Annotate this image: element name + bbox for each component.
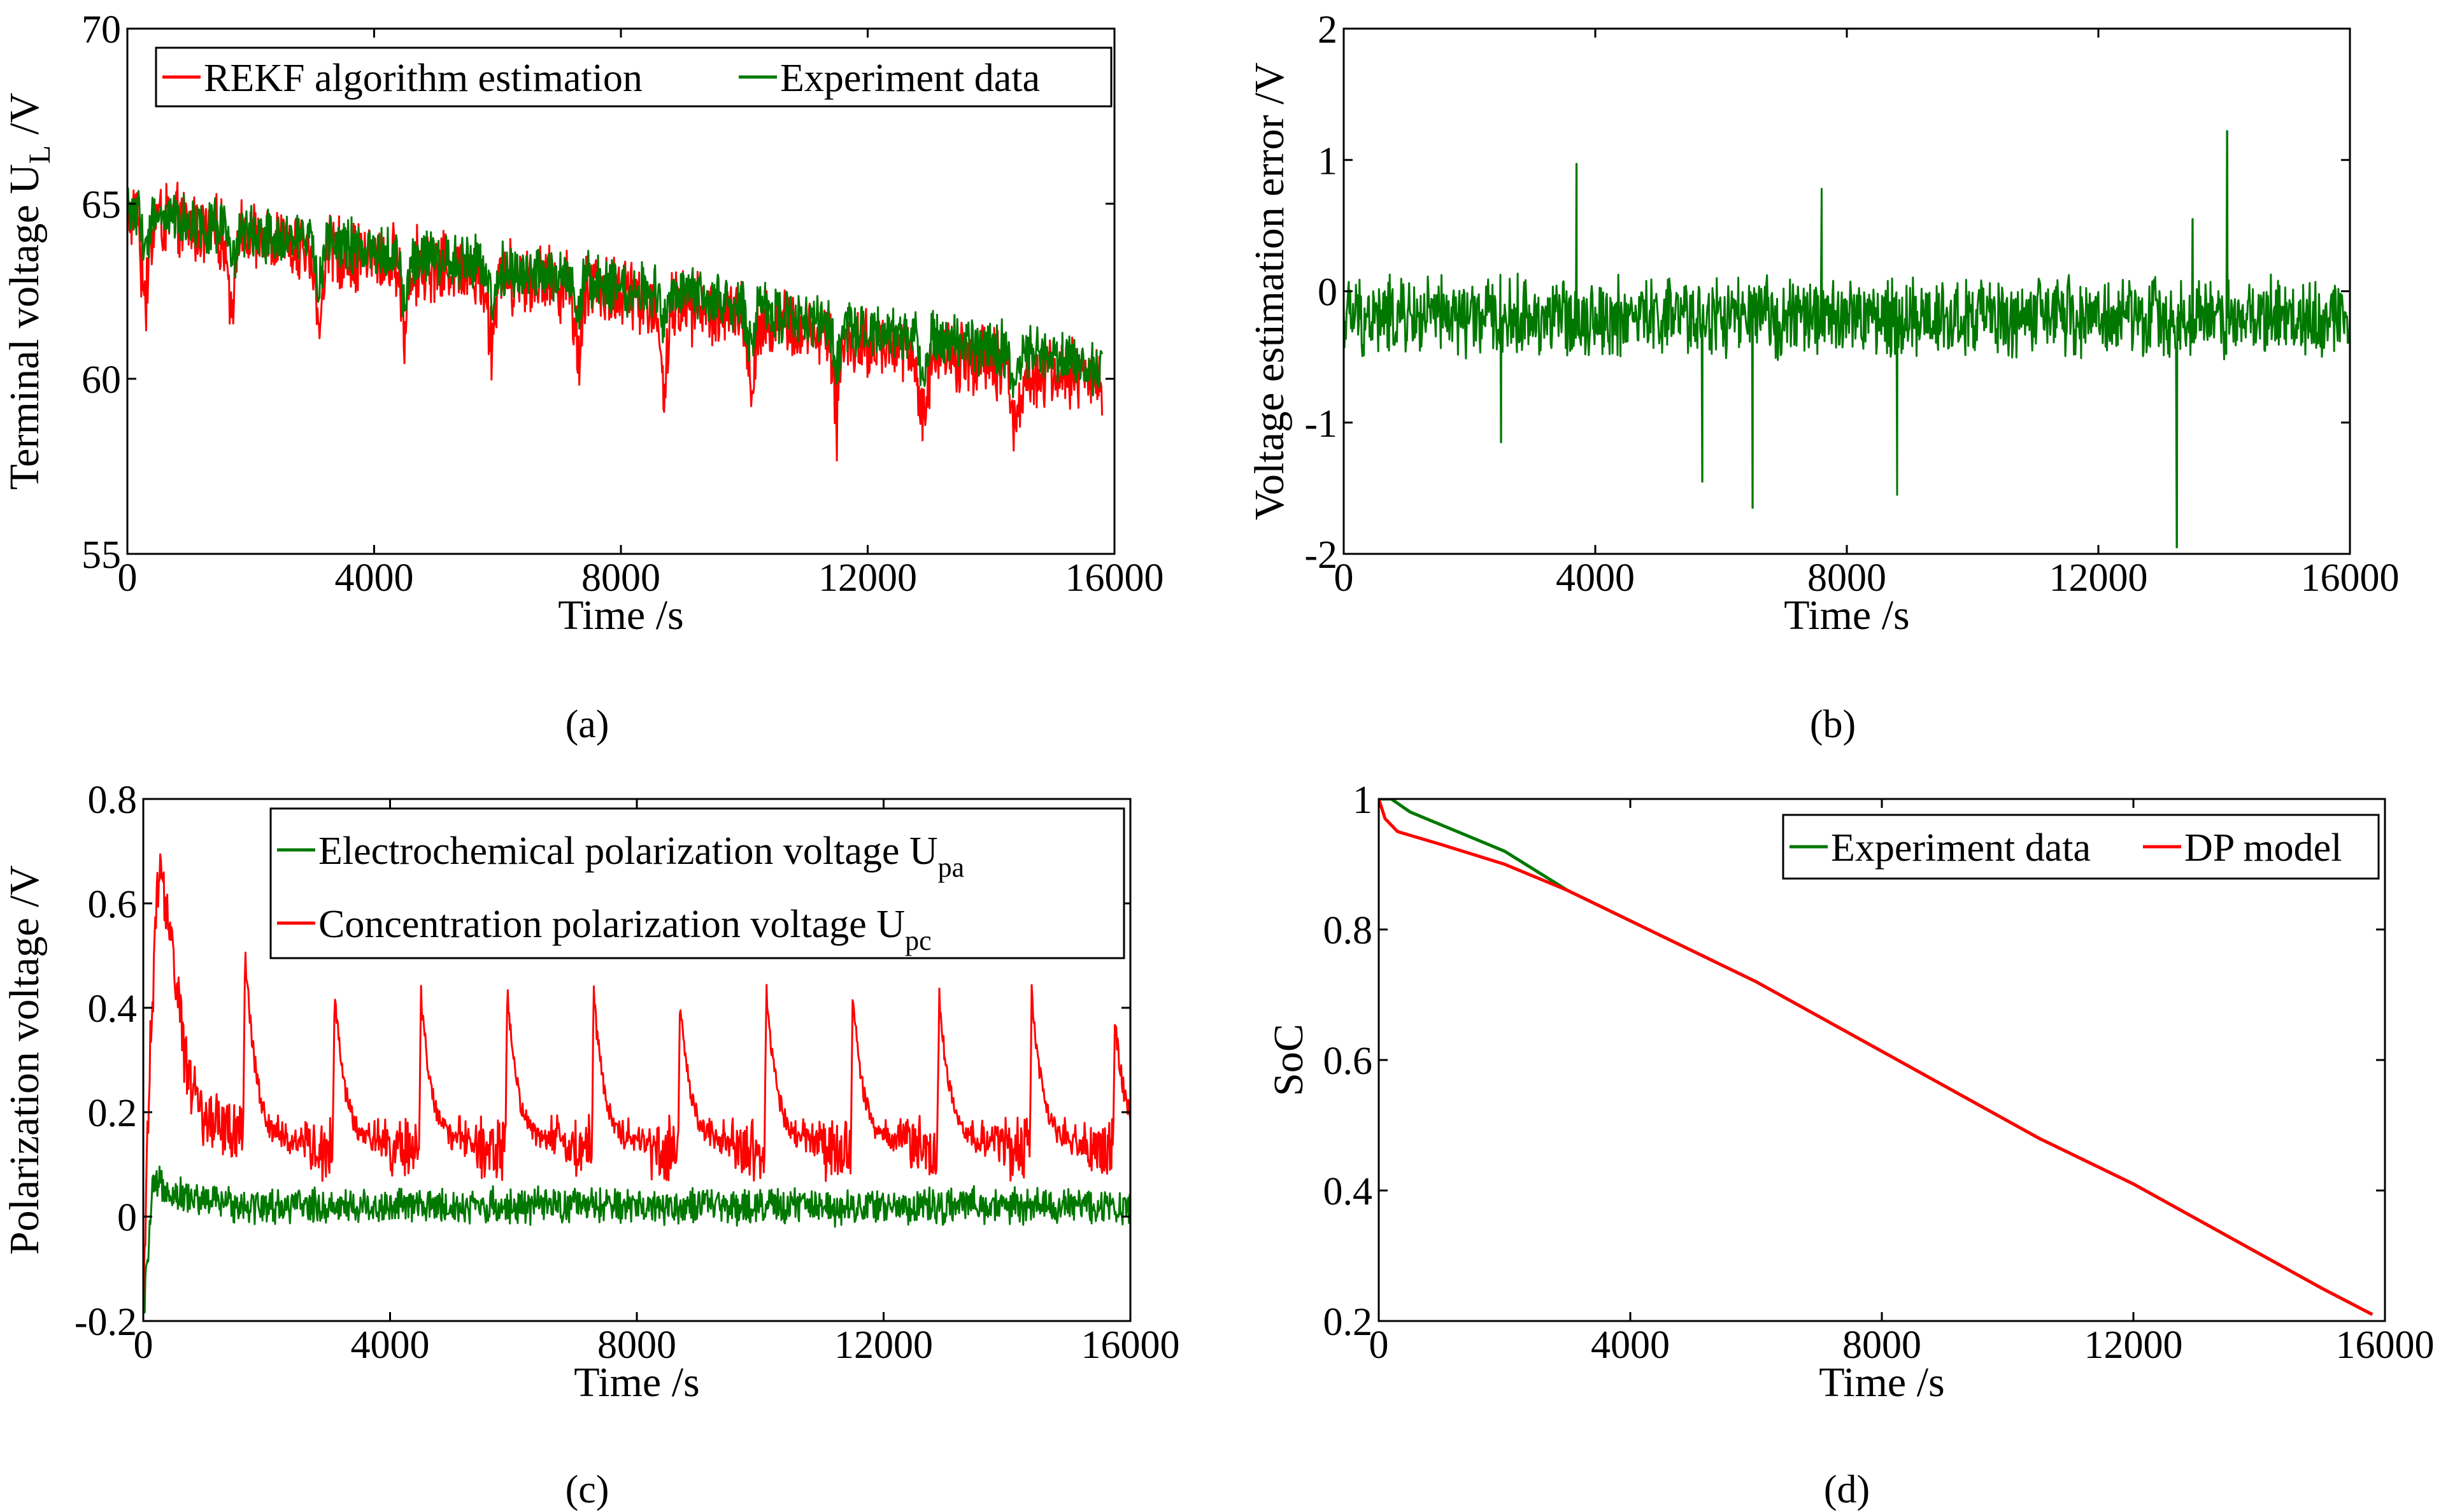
- plot-area: [1379, 799, 2385, 1321]
- x-tick-label: 16000: [2336, 1324, 2435, 1367]
- caption-b: (b): [1810, 703, 1856, 746]
- x-tick-label: 0: [1334, 556, 1354, 600]
- caption-c: (c): [566, 1468, 609, 1511]
- y-tick-label: 55: [82, 533, 121, 577]
- legend: Electrochemical polarization voltage Upa…: [269, 807, 1125, 959]
- y-tick-label: -2: [1304, 533, 1337, 577]
- x-tick-label: 0: [118, 556, 138, 600]
- y-tick-label: 0: [117, 1196, 137, 1240]
- series-line-2: [143, 853, 1130, 1304]
- x-tick-label: 12000: [834, 1324, 933, 1367]
- chart-b: 0 4000 8000 12000 16000 -2 -1 0 1 2 Time /s Voltage…: [1246, 8, 2400, 639]
- y-tick-label: 0.2: [88, 1092, 138, 1135]
- x-tick-label: 4000: [1556, 556, 1635, 600]
- x-tick-label: 8000: [581, 556, 660, 600]
- legend: REKF algorithm estimation Experiment data: [155, 46, 1113, 108]
- legend-label: DP model: [2184, 826, 2342, 870]
- x-tick-label: 4000: [351, 1324, 430, 1367]
- x-tick-label: 16000: [2301, 556, 2400, 600]
- y-tick-label: 0.2: [1323, 1301, 1373, 1344]
- x-tick-label: 12000: [2084, 1324, 2183, 1367]
- series-line-2: [1379, 799, 2373, 1317]
- y-axis-label: Terminal voltage UL /V: [1, 92, 57, 490]
- y-tick-label: -0.2: [75, 1301, 137, 1344]
- series-line-1: [143, 1165, 1130, 1314]
- y-tick-label: 2: [1318, 8, 1337, 52]
- y-axis-label: Polarization voltage /V: [1, 865, 48, 1255]
- chart-d: 0 4000 8000 12000 16000 0.2 0.4 0.6 0.8 1 Time /s S…: [1265, 779, 2435, 1406]
- caption-d: (d): [1824, 1468, 1870, 1511]
- y-tick-label: 0.8: [1323, 909, 1373, 952]
- y-tick-label: -1: [1304, 402, 1337, 446]
- series-line-1: [1344, 130, 2350, 549]
- chart-c: 0 4000 8000 12000 16000-0.200.20.40.60.8Time…: [1, 779, 1180, 1406]
- y-tick-label: 1: [1318, 139, 1337, 183]
- x-tick-label: 4000: [1591, 1324, 1670, 1367]
- y-tick-label: 1: [1353, 779, 1372, 822]
- x-axis-label: Time /s: [558, 592, 683, 639]
- y-tick-label: 70: [82, 8, 121, 52]
- series-line-2: [127, 187, 1104, 399]
- x-tick-label: 16000: [1081, 1324, 1180, 1367]
- x-tick-label: 0: [134, 1324, 153, 1367]
- x-axis-label: Time /s: [1784, 592, 1909, 639]
- legend: Experiment data DP model: [1782, 814, 2380, 880]
- legend-label: Experiment data: [780, 57, 1040, 100]
- caption-a: (a): [566, 703, 609, 746]
- y-tick-label: 0: [1318, 271, 1337, 314]
- x-tick-label: 8000: [1842, 1324, 1921, 1367]
- x-tick-label: 8000: [597, 1324, 676, 1367]
- y-tick-label: 65: [82, 183, 121, 227]
- legend-label: Experiment data: [1831, 826, 2091, 870]
- legend-label: Concentration polarization voltage Upc: [318, 903, 932, 956]
- x-tick-label: 12000: [2049, 556, 2148, 600]
- y-tick-label: 0.8: [88, 779, 138, 822]
- x-axis-label: Time /s: [1819, 1359, 1944, 1406]
- legend-label: REKF algorithm estimation: [204, 57, 643, 100]
- y-axis-label: SoC: [1265, 1024, 1312, 1096]
- x-tick-label: 16000: [1065, 556, 1164, 600]
- x-tick-label: 4000: [335, 556, 414, 600]
- y-tick-label: 0.4: [88, 987, 138, 1031]
- y-axis-label: Voltage estimation error /V: [1246, 62, 1293, 520]
- x-tick-label: 12000: [818, 556, 917, 600]
- chart-a: 0 4000 8000 12000 16000 55 60 65 70 Time /s Termin…: [1, 8, 1164, 639]
- y-tick-label: 0.4: [1323, 1170, 1373, 1213]
- y-tick-label: 0.6: [1323, 1040, 1373, 1083]
- x-tick-label: 0: [1369, 1324, 1389, 1367]
- x-axis-label: Time /s: [574, 1359, 699, 1406]
- legend-label: Electrochemical polarization voltage Upa: [318, 830, 964, 883]
- plot-area: [1344, 29, 2350, 554]
- y-tick-label: 60: [82, 358, 121, 402]
- x-tick-label: 8000: [1807, 556, 1886, 600]
- y-tick-label: 0.6: [88, 883, 138, 926]
